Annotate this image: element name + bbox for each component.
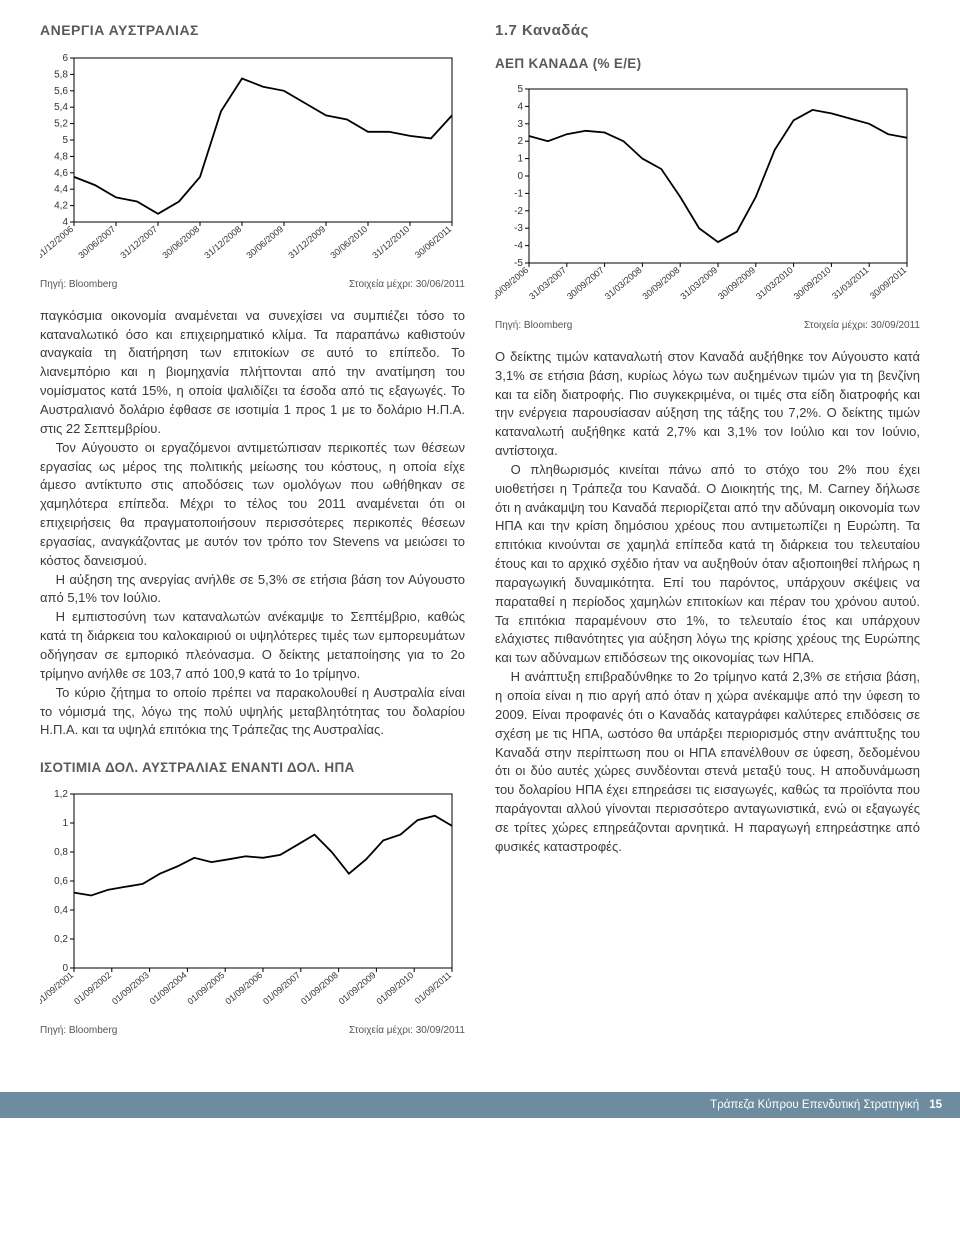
svg-text:31/03/2011: 31/03/2011 [830, 265, 870, 301]
right-p1: Ο δείκτης τιμών καταναλωτή στον Καναδά α… [495, 348, 920, 461]
svg-text:6: 6 [62, 53, 68, 64]
svg-text:31/12/2009: 31/12/2009 [286, 224, 327, 261]
svg-text:-4: -4 [514, 241, 523, 252]
left-chart1-asof: Στοιχεία μέχρι: 30/06/2011 [349, 278, 465, 293]
left-chart2-source: Πηγή: Bloomberg [40, 1024, 117, 1039]
left-chart2-asof: Στοιχεία μέχρι: 30/09/2011 [349, 1024, 465, 1039]
svg-text:01/09/2004: 01/09/2004 [148, 970, 189, 1007]
svg-text:01/09/2007: 01/09/2007 [261, 970, 302, 1007]
left-chart1-title: ΑΝΕΡΓΙΑ ΑΥΣΤΡΑΛΙΑΣ [40, 20, 465, 40]
left-chart2: 00,20,40,60,811,201/09/200101/09/200201/… [40, 788, 465, 1018]
left-body: παγκόσμια οικονομία αναμένεται να συνεχί… [40, 307, 465, 740]
footer-page: 15 [929, 1097, 942, 1114]
left-p2: Τον Αύγουστο οι εργαζόμενοι αντιμετώπισα… [40, 439, 465, 571]
svg-text:4,6: 4,6 [54, 168, 68, 179]
svg-text:4: 4 [517, 102, 523, 113]
footer-text: Τράπεζα Κύπρου Επενδυτική Στρατηγική [710, 1097, 919, 1114]
svg-text:01/09/2010: 01/09/2010 [375, 970, 416, 1007]
svg-text:31/12/2006: 31/12/2006 [40, 224, 75, 261]
left-p5: Το κύριο ζήτημα το οποίο πρέπει να παρακ… [40, 684, 465, 741]
svg-text:-2: -2 [514, 206, 523, 217]
svg-text:31/03/2007: 31/03/2007 [527, 265, 568, 302]
svg-text:31/03/2009: 31/03/2009 [678, 265, 719, 302]
svg-text:01/09/2009: 01/09/2009 [337, 970, 378, 1007]
left-p4: Η εμπιστοσύνη των καταναλωτών ανέκαμψε τ… [40, 608, 465, 683]
svg-text:30/06/2010: 30/06/2010 [328, 224, 369, 261]
svg-text:4,4: 4,4 [54, 184, 68, 195]
right-chart1-asof: Στοιχεία μέχρι: 30/09/2011 [804, 319, 920, 334]
svg-text:2: 2 [517, 137, 523, 148]
svg-text:01/09/2001: 01/09/2001 [40, 970, 75, 1007]
svg-text:0,4: 0,4 [54, 905, 68, 916]
svg-text:31/12/2008: 31/12/2008 [202, 224, 243, 261]
svg-text:30/06/2008: 30/06/2008 [160, 224, 201, 261]
svg-text:30/06/2011: 30/06/2011 [413, 224, 453, 260]
svg-text:31/03/2008: 31/03/2008 [603, 265, 644, 302]
svg-text:4,2: 4,2 [54, 201, 68, 212]
svg-text:30/09/2010: 30/09/2010 [792, 265, 833, 302]
svg-text:30/09/2006: 30/09/2006 [495, 265, 530, 302]
left-chart1-source: Πηγή: Bloomberg [40, 278, 117, 293]
right-section-title: 1.7 Καναδάς [495, 20, 920, 42]
left-chart1: 44,24,44,64,855,25,45,65,8631/12/200630/… [40, 52, 465, 272]
svg-text:0: 0 [517, 171, 523, 182]
svg-text:0,6: 0,6 [54, 876, 68, 887]
svg-text:5,6: 5,6 [54, 86, 68, 97]
svg-text:30/09/2009: 30/09/2009 [716, 265, 757, 302]
svg-text:30/09/2011: 30/09/2011 [868, 265, 908, 301]
svg-text:5,2: 5,2 [54, 119, 68, 130]
svg-text:30/06/2009: 30/06/2009 [244, 224, 285, 261]
svg-text:5: 5 [62, 135, 68, 146]
left-p3: Η αύξηση της ανεργίας ανήλθε σε 5,3% σε … [40, 571, 465, 609]
left-chart2-title: ΙΣΟΤΙΜΙΑ ΔΟΛ. ΑΥΣΤΡΑΛΙΑΣ ΕΝΑΝΤΙ ΔΟΛ. ΗΠΑ [40, 758, 465, 778]
svg-text:4,8: 4,8 [54, 152, 68, 163]
svg-text:-1: -1 [514, 189, 523, 200]
right-body: Ο δείκτης τιμών καταναλωτή στον Καναδά α… [495, 348, 920, 857]
svg-text:31/12/2007: 31/12/2007 [118, 224, 159, 261]
svg-text:30/06/2007: 30/06/2007 [76, 224, 117, 261]
svg-text:01/09/2011: 01/09/2011 [413, 970, 453, 1006]
svg-text:01/09/2005: 01/09/2005 [186, 970, 227, 1007]
svg-text:1,2: 1,2 [54, 789, 68, 800]
svg-text:5,4: 5,4 [54, 102, 68, 113]
svg-text:30/09/2007: 30/09/2007 [565, 265, 606, 302]
svg-text:01/09/2008: 01/09/2008 [299, 970, 340, 1007]
svg-text:31/12/2010: 31/12/2010 [370, 224, 411, 261]
svg-text:3: 3 [517, 119, 523, 130]
page-footer: Τράπεζα Κύπρου Επενδυτική Στρατηγική 15 [0, 1092, 960, 1118]
svg-text:0,8: 0,8 [54, 847, 68, 858]
svg-text:0,2: 0,2 [54, 934, 68, 945]
right-chart1-source: Πηγή: Bloomberg [495, 319, 572, 334]
svg-text:01/09/2006: 01/09/2006 [223, 970, 264, 1007]
svg-text:1: 1 [62, 818, 68, 829]
right-p3: Η ανάπτυξη επιβραδύνθηκε το 2ο τρίμηνο κ… [495, 668, 920, 856]
svg-text:30/09/2008: 30/09/2008 [641, 265, 682, 302]
right-chart1: -5-4-3-2-101234530/09/200631/03/200730/0… [495, 83, 920, 313]
svg-text:-3: -3 [514, 224, 523, 235]
right-p2: Ο πληθωρισμός κινείται πάνω από το στόχο… [495, 461, 920, 668]
svg-text:01/09/2003: 01/09/2003 [110, 970, 151, 1007]
svg-text:5: 5 [517, 84, 523, 95]
svg-text:31/03/2010: 31/03/2010 [754, 265, 795, 302]
left-p1: παγκόσμια οικονομία αναμένεται να συνεχί… [40, 307, 465, 439]
svg-text:1: 1 [517, 154, 523, 165]
svg-text:5,8: 5,8 [54, 70, 68, 81]
svg-text:01/09/2002: 01/09/2002 [72, 970, 113, 1007]
right-chart1-title: ΑΕΠ ΚΑΝΑΔΑ (% Ε/Ε) [495, 54, 920, 74]
